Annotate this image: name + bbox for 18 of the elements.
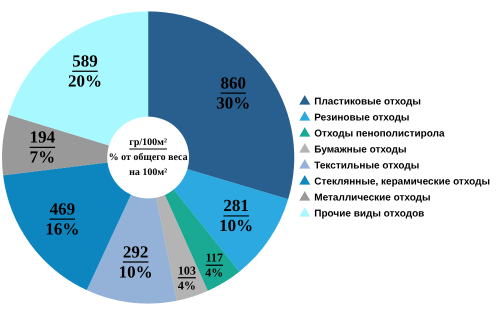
legend-label: Прочие виды отходов: [314, 208, 424, 220]
legend-label: Пластиковые отходы: [314, 96, 421, 108]
data-label: 194 7%: [30, 128, 56, 167]
text: гр/100м²: [129, 137, 167, 148]
text: % от общего веса на 100м²: [108, 152, 188, 178]
legend-label: Металлические отходы: [314, 192, 431, 204]
data-label: 281 10%: [219, 196, 254, 236]
legend-label: Бумажные отходы: [314, 144, 407, 156]
data-label: 860 30%: [216, 73, 250, 112]
legend-label: Резиновые отходы: [314, 112, 410, 124]
data-label: 589 20%: [68, 52, 102, 91]
legend-label: Стеклянные, керамические отходы: [314, 176, 490, 188]
data-label: 103 4%: [178, 263, 196, 292]
data-label: 469 16%: [45, 199, 80, 238]
data-label: 292 10%: [118, 242, 153, 282]
legend-label: Текстильные отходы: [314, 160, 420, 172]
legend-label: Отходы пенополистирола: [314, 128, 445, 140]
data-label: 117 4%: [205, 250, 224, 280]
